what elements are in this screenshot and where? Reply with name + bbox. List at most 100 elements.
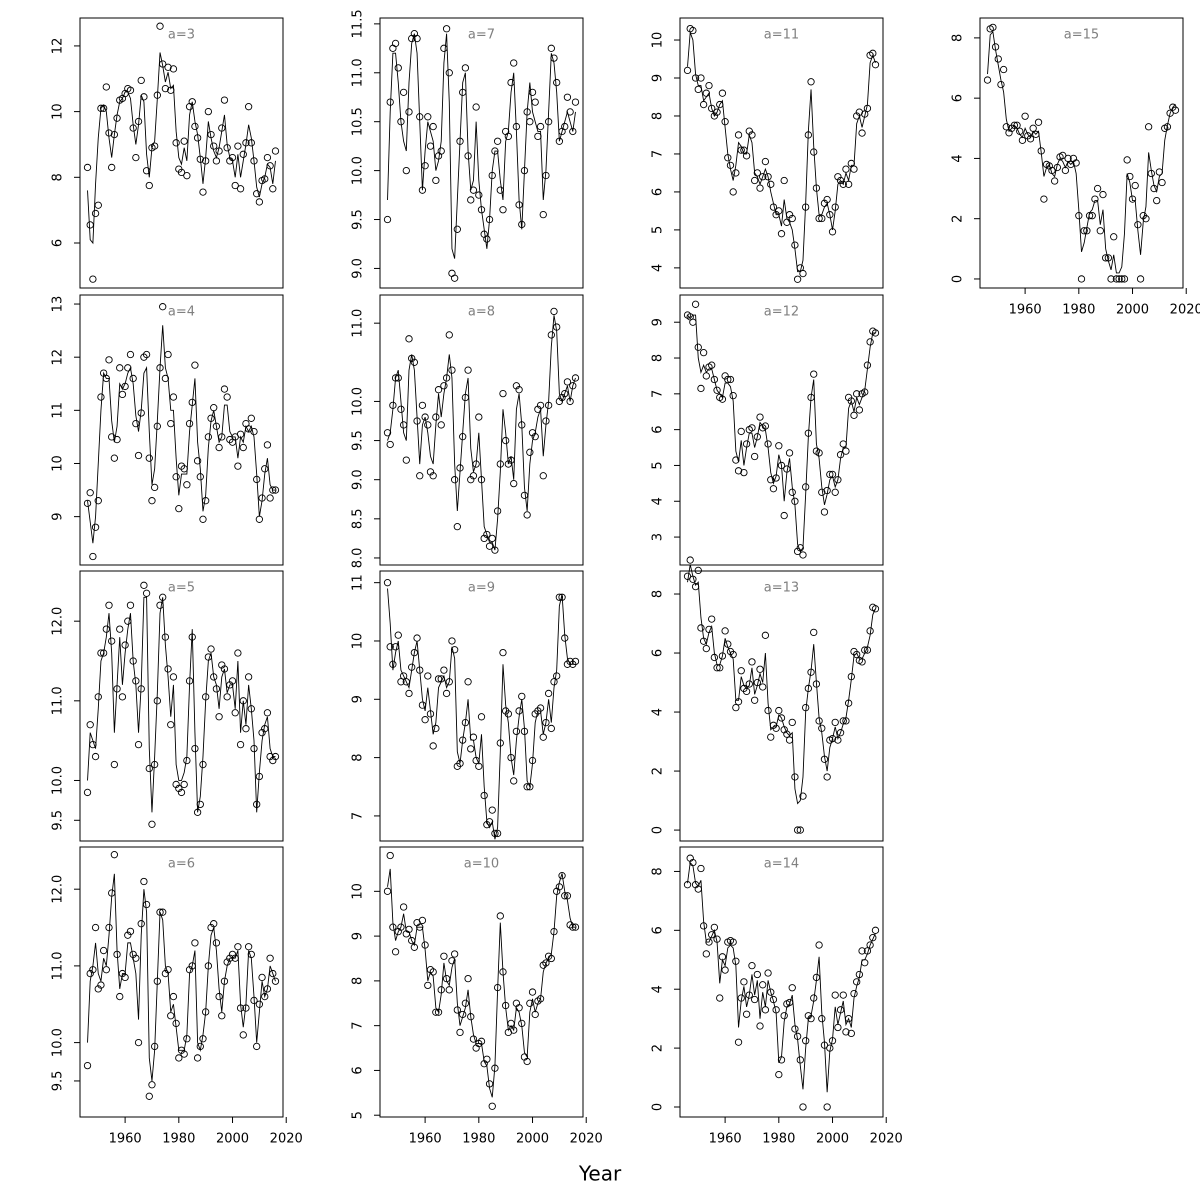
y-tick-label: 10.0 <box>51 766 66 795</box>
point <box>1144 123 1153 131</box>
point <box>866 941 874 949</box>
point <box>480 791 488 800</box>
point <box>140 877 148 886</box>
point <box>172 139 180 147</box>
point <box>764 706 772 715</box>
point <box>780 176 788 185</box>
point <box>742 1010 751 1018</box>
point <box>418 401 427 409</box>
y-tick-label: 12 <box>51 349 66 366</box>
point <box>834 173 842 181</box>
point <box>732 169 740 177</box>
point <box>137 76 145 85</box>
point <box>210 404 218 412</box>
point <box>799 792 807 800</box>
point <box>448 637 456 645</box>
point <box>258 973 266 982</box>
point <box>831 488 839 496</box>
point <box>405 108 413 116</box>
point <box>842 1028 850 1036</box>
fit-line <box>687 32 876 273</box>
panel-frame <box>79 294 284 566</box>
point <box>1166 109 1174 117</box>
point <box>528 429 537 437</box>
point <box>780 511 788 520</box>
point <box>697 864 705 873</box>
panel-frame <box>679 570 884 842</box>
point <box>708 104 716 113</box>
point <box>261 992 269 1001</box>
point <box>713 386 721 394</box>
fit-line <box>87 873 276 1082</box>
point <box>191 744 199 753</box>
y-tick-label: 3 <box>651 533 666 541</box>
point <box>718 89 727 97</box>
point <box>721 627 729 635</box>
point <box>561 389 569 398</box>
point <box>215 443 223 452</box>
point <box>266 494 274 502</box>
point <box>397 405 405 413</box>
point <box>871 329 880 337</box>
point <box>442 25 451 33</box>
point <box>161 374 170 383</box>
point <box>515 386 523 394</box>
point <box>826 211 834 219</box>
point <box>108 163 116 172</box>
y-tick-label: 9.5 <box>51 1071 66 1092</box>
point <box>475 413 483 421</box>
point <box>102 83 110 91</box>
y-tick-label: 6 <box>651 926 666 934</box>
point <box>199 188 207 196</box>
y-tick-label: 13 <box>51 296 66 313</box>
point <box>183 172 191 180</box>
point <box>164 63 172 71</box>
panel-title: a=3 <box>168 28 195 43</box>
point <box>847 397 855 405</box>
point <box>269 185 277 193</box>
point <box>493 137 502 145</box>
point <box>91 752 100 761</box>
point <box>734 467 743 475</box>
point <box>175 505 183 513</box>
point <box>253 1042 261 1051</box>
point <box>485 818 494 826</box>
point <box>544 689 553 698</box>
point <box>510 777 518 785</box>
point <box>383 887 392 895</box>
fit-line <box>87 52 276 245</box>
point <box>445 331 453 339</box>
point <box>1158 178 1166 187</box>
point <box>716 994 724 1002</box>
point <box>989 23 997 31</box>
y-tick-label: 0 <box>651 1103 666 1111</box>
x-tick-label: 1980 <box>162 1132 195 1147</box>
y-tick-label: 11.5 <box>351 9 366 38</box>
point <box>440 666 448 674</box>
panel-title: a=7 <box>468 28 495 43</box>
y-tick-label: 11 <box>351 574 366 591</box>
panel-title: a=4 <box>168 305 195 320</box>
panel-frame <box>379 17 584 289</box>
point <box>383 429 392 437</box>
y-tick-label: 9 <box>351 695 366 703</box>
point <box>748 658 756 666</box>
point <box>124 931 132 939</box>
point <box>255 198 264 206</box>
point <box>399 421 408 429</box>
point <box>831 991 839 999</box>
point <box>496 912 504 920</box>
x-tick-label: 2000 <box>816 1132 849 1147</box>
point <box>247 414 255 422</box>
point <box>234 649 242 657</box>
point <box>467 745 475 753</box>
point <box>244 103 253 111</box>
point <box>526 118 534 126</box>
point <box>148 1081 156 1089</box>
point <box>266 954 274 962</box>
point <box>169 65 178 73</box>
point <box>823 1103 831 1111</box>
y-tick-label: 6 <box>351 1066 366 1074</box>
y-tick-label: 8.0 <box>351 548 366 569</box>
y-tick-label: 5 <box>351 1111 366 1119</box>
